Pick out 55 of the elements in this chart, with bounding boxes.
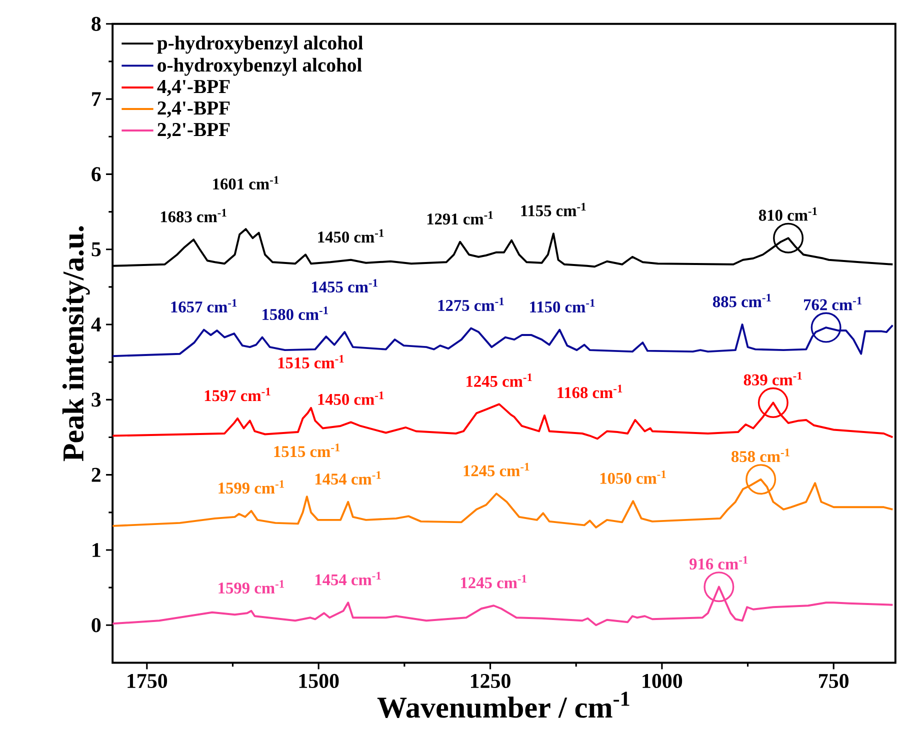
point xyxy=(773,222,804,254)
annotation: 1454 cm$^{-1}$ xyxy=(315,471,381,485)
annotation: 1454 cm$^{-1}$ xyxy=(315,572,381,586)
point xyxy=(746,464,776,495)
annotation: 1275 cm$^{-1}$ xyxy=(438,298,504,311)
y-tick-label: 2 xyxy=(92,468,100,482)
y-tick-label: 8 xyxy=(92,16,101,31)
y-tick-label: 6 xyxy=(92,167,101,182)
annotation: 1580 cm$^{-1}$ xyxy=(262,306,328,320)
annotation: 762 cm$^{-1}$ xyxy=(804,296,862,310)
legend-label: 4,4'-BPF xyxy=(157,80,230,96)
annotation: 1245 cm$^{-1}$ xyxy=(466,373,532,387)
annotation: 1150 cm$^{-1}$ xyxy=(530,299,595,312)
annotation: 1455 cm$^{-1}$ xyxy=(312,279,378,292)
x-tick-label: 1500 xyxy=(299,674,339,688)
y-tick-label: 7 xyxy=(92,92,101,106)
legend-label: 2,2'-BPF xyxy=(158,122,230,139)
y-axis-title: Peak intensity/a.u. xyxy=(62,226,90,462)
annotation: 1245 cm$^{-1}$ xyxy=(464,462,530,476)
annotation: 1657 cm$^{-1}$ xyxy=(171,299,237,312)
x-axis-title: Wavenumber / cm$^{-1}$ xyxy=(377,692,630,718)
annotation: 1050 cm$^{-1}$ xyxy=(600,470,666,484)
annotation: 858 cm$^{-1}$ xyxy=(731,448,790,462)
annotation: 1683 cm$^{-1}$ xyxy=(160,208,226,222)
annotation: 1599 cm$^{-1}$ xyxy=(218,580,284,594)
annotation: 1515 cm$^{-1}$ xyxy=(278,354,344,368)
y-tick-label: 4 xyxy=(91,318,102,332)
annotation: 1155 cm$^{-1}$ xyxy=(521,202,586,216)
x-tick-label: 1250 xyxy=(471,674,510,688)
y-tick-label: 0 xyxy=(92,618,101,632)
annotation: 810 cm$^{-1}$ xyxy=(758,207,817,221)
annotation: 1601 cm$^{-1}$ xyxy=(213,176,278,190)
annotation: 1168 cm$^{-1}$ xyxy=(558,384,622,398)
annotation: 885 cm$^{-1}$ xyxy=(712,294,771,308)
annotation: 1599 cm$^{-1}$ xyxy=(218,480,284,494)
annotation: 1450 cm$^{-1}$ xyxy=(318,229,384,243)
annotation: 916 cm$^{-1}$ xyxy=(690,556,748,570)
legend-label: 2,4'-BPF xyxy=(158,101,230,118)
x-tick-label: 750 xyxy=(819,674,849,688)
point xyxy=(758,387,788,418)
annotation: 1450 cm$^{-1}$ xyxy=(318,391,384,405)
legend-label: o-hydroxybenzyl alcohol xyxy=(158,58,362,76)
x-tick-label: 1750 xyxy=(128,674,168,688)
annotation: 1597 cm$^{-1}$ xyxy=(204,388,270,402)
annotation: 1291 cm$^{-1}$ xyxy=(427,211,493,225)
point xyxy=(704,572,734,602)
y-tick-label: 1 xyxy=(92,543,100,557)
legend-label: p-hydroxybenzyl alcohol xyxy=(157,36,363,54)
y-tick-label: 3 xyxy=(92,392,101,407)
annotation: 839 cm$^{-1}$ xyxy=(744,372,802,386)
y-tick-label: 5 xyxy=(92,242,101,256)
point xyxy=(810,312,842,343)
annotation: 1245 cm$^{-1}$ xyxy=(461,574,526,588)
x-tick-label: 1000 xyxy=(642,674,682,688)
annotation: 1515 cm$^{-1}$ xyxy=(274,444,340,458)
